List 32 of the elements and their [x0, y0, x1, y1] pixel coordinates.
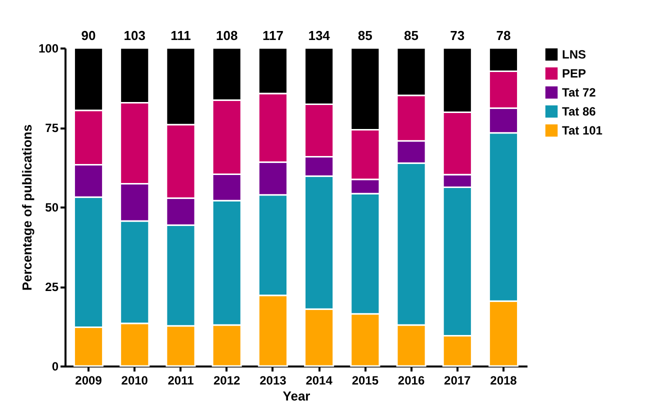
annotation: 73: [450, 28, 465, 43]
x-tick-label: 2014: [306, 374, 333, 388]
x-tick-label: 2011: [168, 374, 194, 388]
annotation: 78: [496, 28, 511, 43]
x-tick-label: 2018: [490, 374, 518, 388]
annotation: 85: [358, 28, 372, 43]
annotation: 108: [216, 28, 238, 43]
y-tick-label: 25: [45, 280, 59, 294]
y-tick-label: 0: [52, 360, 59, 374]
legend-label: Tat 86: [562, 104, 596, 118]
annotation: 111: [170, 28, 191, 43]
legend-label: Tat 101: [562, 124, 603, 138]
x-tick-label: 2017: [444, 374, 472, 388]
x-tick-label: 2009: [75, 374, 102, 388]
y-tick-label: 50: [45, 200, 59, 214]
legend-label: Tat 72: [562, 86, 596, 100]
legend-label: LNS: [562, 48, 586, 62]
annotation: 85: [404, 28, 419, 43]
legend-label: PEP: [562, 66, 586, 80]
x-tick-label: 2013: [260, 374, 287, 388]
x-tick-label: 2016: [398, 374, 425, 388]
x-tick-label: 2012: [213, 374, 241, 388]
annotation: 134: [308, 28, 331, 43]
annotation: 103: [124, 28, 146, 43]
x-axis-title: Year: [282, 388, 310, 404]
y-axis-title: Percentage of publications: [19, 124, 34, 291]
y-tick-label: 100: [38, 42, 59, 56]
x-tick-label: 2015: [352, 374, 379, 388]
annotation: 90: [81, 28, 96, 43]
x-tick-label: 2010: [121, 374, 148, 388]
annotation: 117: [262, 28, 284, 43]
y-tick-label: 75: [45, 121, 59, 135]
